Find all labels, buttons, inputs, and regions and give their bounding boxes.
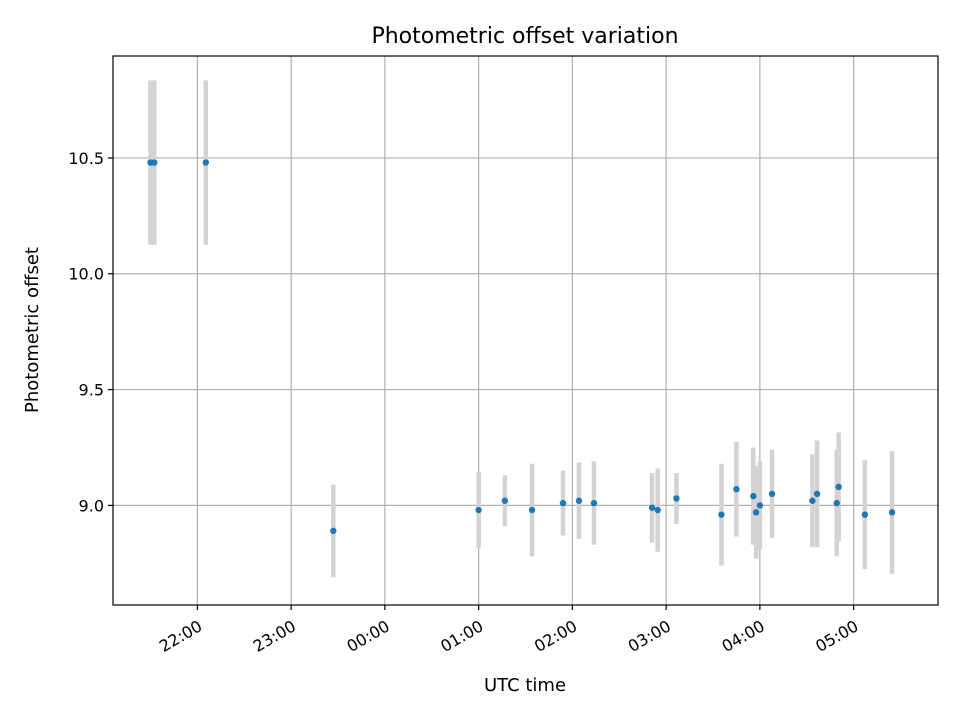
data-point (809, 497, 816, 504)
data-point (559, 499, 567, 507)
data-point (888, 509, 896, 516)
data-point (768, 490, 776, 498)
y-tick-label: 9.0 (79, 496, 104, 515)
x-axis-ticks: 22:00 23:00 00:00 01:00 02:00 03:00 04:00 05:00 (156, 605, 862, 656)
data-point (750, 492, 757, 500)
data-point (654, 506, 661, 514)
x-tick-label: 00:00 (343, 616, 392, 656)
y-axis-ticks: 9.0 9.5 10.0 10.5 (68, 149, 113, 515)
data-point (752, 509, 760, 516)
plot-frame (112, 55, 939, 606)
data-point (648, 504, 656, 511)
y-tick-label: 10.5 (68, 149, 104, 168)
data-point (501, 497, 509, 504)
data-point (718, 511, 725, 518)
x-tick-label: 01:00 (437, 616, 486, 656)
y-axis-label: Photometric offset (22, 247, 43, 413)
data-point (673, 495, 680, 502)
x-axis-label: UTC time (484, 675, 566, 696)
x-tick-label: 22:00 (156, 616, 205, 656)
data-point (590, 499, 598, 507)
data-point (475, 506, 482, 514)
data-point (813, 490, 821, 498)
x-tick-label: 05:00 (812, 616, 861, 656)
data-point (733, 485, 740, 493)
x-tick-label: 04:00 (718, 616, 767, 656)
data-point (528, 506, 536, 514)
error-bars (148, 80, 895, 578)
x-tick-label: 03:00 (625, 616, 674, 656)
data-point (756, 502, 764, 509)
x-tick-label: 02:00 (531, 616, 580, 656)
data-point (835, 483, 842, 491)
data-point (833, 499, 840, 507)
x-tick-label: 23:00 (250, 616, 299, 656)
data-point (202, 159, 210, 166)
y-tick-label: 10.0 (68, 265, 104, 284)
grid-lines (113, 56, 938, 605)
y-tick-label: 9.5 (79, 381, 104, 400)
data-point (330, 527, 337, 535)
data-points (147, 159, 896, 535)
data-point (575, 497, 583, 504)
data-point (151, 159, 158, 166)
chart-title: Photometric offset variation (371, 24, 678, 49)
data-point (861, 511, 869, 518)
